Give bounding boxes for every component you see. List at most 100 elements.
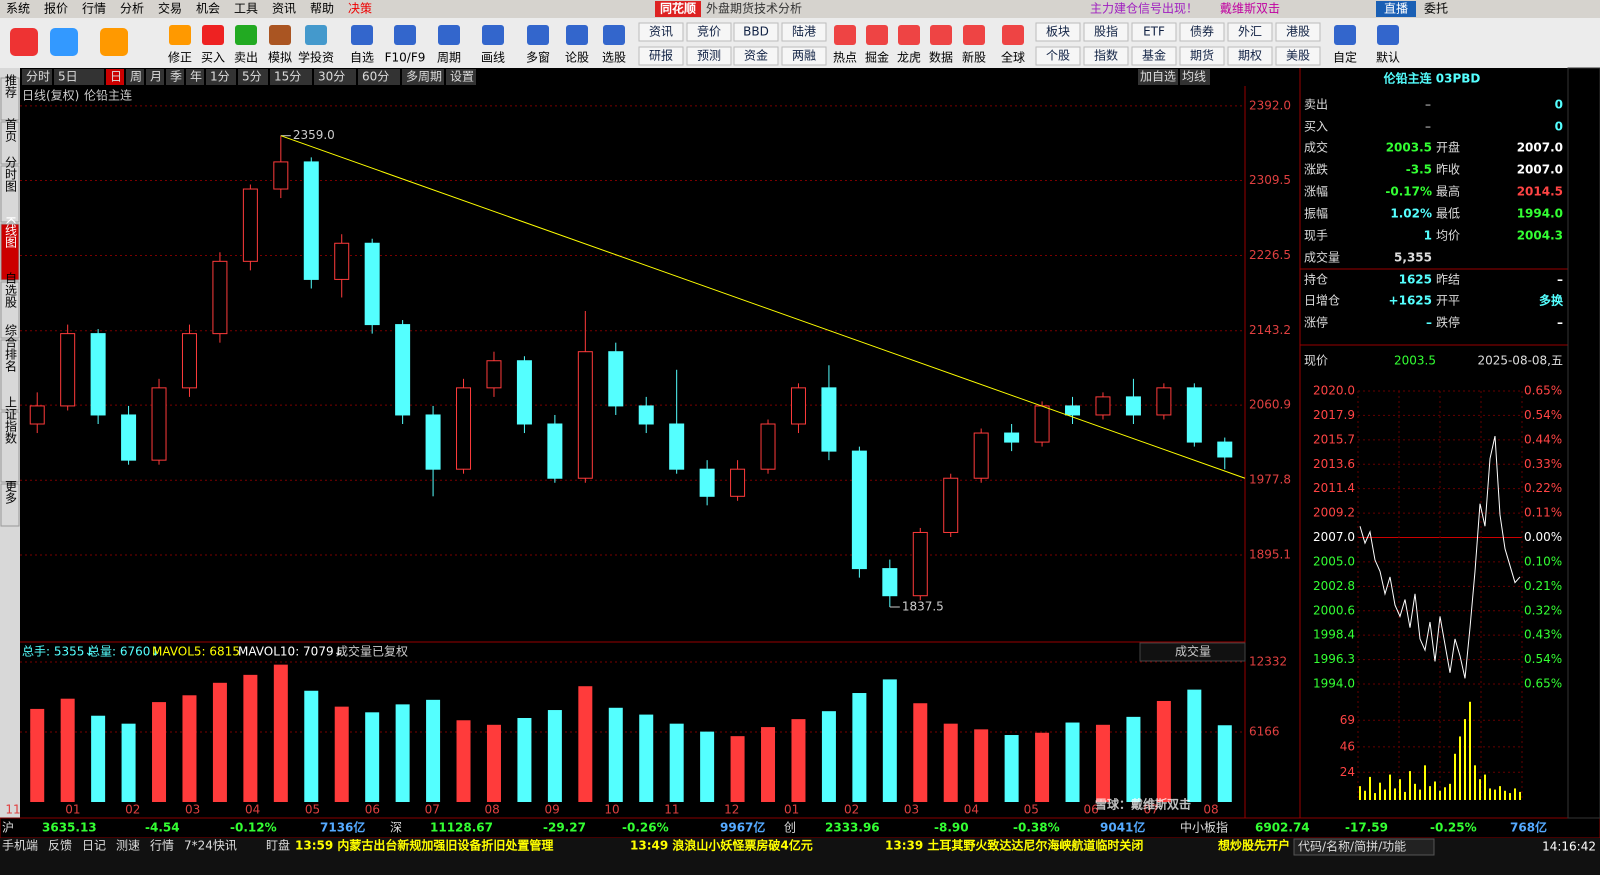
menu-item[interactable]: 机会	[196, 2, 220, 16]
volume-selector-bg[interactable]	[1139, 642, 1246, 662]
sidebar-tab[interactable]	[0, 77, 20, 121]
toolbar-button[interactable]: F10/F9	[385, 51, 426, 65]
sidebar-label[interactable]: 更多	[4, 480, 18, 505]
toolbar-button[interactable]: 股指	[1094, 24, 1118, 39]
period-tab-label[interactable]: 60分	[362, 70, 389, 84]
toolbar-button[interactable]: 全球	[1001, 50, 1025, 65]
toolbar-button[interactable]: 预测	[697, 49, 721, 63]
tab-right[interactable]	[1138, 69, 1178, 85]
period-tab[interactable]	[270, 69, 312, 85]
toolbar-button[interactable]: 修正	[168, 50, 192, 65]
news-item[interactable]: 13:49 浪浪山小妖怪票房破4亿元	[630, 838, 813, 853]
period-tab-label[interactable]: 15分	[274, 70, 301, 84]
toolbar-button[interactable]: 默认	[1376, 50, 1400, 65]
sidebar-label[interactable]: 分时图	[4, 156, 18, 192]
toolbar-button[interactable]: 自选	[350, 51, 374, 65]
menu-item[interactable]: 行情	[82, 2, 106, 16]
period-tab-label[interactable]: 周	[130, 70, 142, 84]
toolbar-button[interactable]: 基金	[1142, 48, 1166, 63]
toolbar-button[interactable]: 新股	[962, 50, 986, 65]
sidebar-tab[interactable]	[0, 281, 20, 339]
bottom-tab[interactable]: 日记	[82, 839, 106, 853]
menu-item[interactable]: 工具	[234, 2, 258, 16]
period-tab[interactable]	[358, 69, 400, 85]
toolbar-button[interactable]: 陆港	[792, 24, 816, 39]
toolbar-button[interactable]: 自定	[1333, 50, 1357, 65]
period-tab-label[interactable]: 年	[190, 70, 202, 84]
period-tab-label[interactable]: 多周期	[406, 70, 442, 84]
toolbar-button[interactable]: 画线	[481, 51, 505, 65]
menu-item[interactable]: 决策	[348, 2, 372, 16]
toolbar-button[interactable]: 掘金	[865, 50, 889, 65]
toolbar-button[interactable]: 竞价	[697, 25, 721, 39]
toolbar-button[interactable]: 美股	[1286, 49, 1310, 63]
toolbar-button[interactable]: 买入	[201, 51, 225, 65]
toolbar-button[interactable]: ETF	[1143, 25, 1165, 39]
toolbar-button[interactable]: 卖出	[234, 51, 258, 65]
menu-item[interactable]: 资讯	[272, 2, 296, 16]
menu-item[interactable]: 系统	[6, 2, 30, 16]
period-tab[interactable]	[166, 69, 184, 85]
period-tab-label[interactable]: 5分	[242, 70, 262, 84]
toolbar-button[interactable]: 数据	[929, 50, 953, 65]
toolbar-button[interactable]: 指数	[1094, 48, 1118, 63]
bottom-tab[interactable]: 盯盘	[266, 838, 290, 853]
toolbar-button[interactable]: 模拟	[268, 51, 292, 65]
period-tab[interactable]	[446, 69, 476, 85]
period-tab[interactable]	[186, 69, 204, 85]
period-tab-label[interactable]: 分时	[26, 70, 50, 84]
search-box[interactable]	[1293, 838, 1435, 856]
period-tab[interactable]	[146, 69, 164, 85]
top-button[interactable]: 委托	[1424, 2, 1448, 16]
period-tab[interactable]	[402, 69, 444, 85]
toolbar-button[interactable]: 港股	[1286, 25, 1310, 39]
news-item[interactable]: 13:39 土耳其野火致达达尼尔海峡航道临时关闭	[885, 838, 1143, 853]
bottom-tab[interactable]: 7*24快讯	[184, 839, 237, 853]
period-tab[interactable]	[106, 69, 124, 85]
alert[interactable]: 主力建仓信号出现！	[1090, 2, 1198, 16]
sidebar-label[interactable]: 自选股	[4, 272, 18, 309]
toolbar-button[interactable]: 选股	[602, 51, 626, 65]
toolbar-button[interactable]: 期货	[1190, 48, 1214, 63]
toolbar-button[interactable]: 周期	[437, 51, 461, 65]
period-tab-label[interactable]: 日	[110, 70, 122, 84]
toolbar-button[interactable]: 期权	[1238, 49, 1262, 63]
period-tab[interactable]	[126, 69, 144, 85]
sidebar-tab[interactable]	[0, 165, 20, 223]
search-placeholder[interactable]: 代码/名称/简拼/功能	[1298, 839, 1406, 854]
tab-right-label[interactable]: 加自选	[1140, 70, 1176, 84]
bottom-tab[interactable]: 测速	[116, 839, 140, 853]
period-tab[interactable]	[314, 69, 356, 85]
sidebar-tab[interactable]	[0, 223, 20, 281]
sidebar-label[interactable]: 推荐	[4, 74, 18, 99]
toolbar-button[interactable]: 债券	[1190, 24, 1214, 39]
period-tab[interactable]	[22, 69, 52, 85]
period-tab-label[interactable]: 30分	[318, 70, 345, 84]
tab-right[interactable]	[1180, 69, 1210, 85]
bottom-tab[interactable]: 反馈	[48, 839, 72, 853]
toolbar-button[interactable]: 外汇	[1238, 25, 1262, 39]
sidebar-tab[interactable]	[0, 483, 20, 527]
sidebar-label[interactable]: K线图	[4, 216, 18, 248]
menu-item[interactable]: 帮助	[310, 2, 334, 16]
tab-right-label[interactable]: 均线	[1182, 70, 1206, 84]
top-button[interactable]: 直播	[1384, 2, 1408, 16]
period-tab-label[interactable]: 月	[150, 70, 162, 84]
sidebar-label[interactable]: 上证指数	[4, 396, 18, 445]
toolbar-button[interactable]: 资讯	[649, 25, 673, 39]
period-tab[interactable]	[206, 69, 236, 85]
sidebar-tab[interactable]	[0, 339, 20, 411]
toolbar-button[interactable]: 个股	[1046, 49, 1070, 63]
menu-item[interactable]: 交易	[158, 1, 182, 16]
period-tab-label[interactable]: 5日	[58, 70, 78, 84]
menu-item[interactable]: 报价	[44, 1, 68, 16]
volume-selector[interactable]: 成交量	[1175, 644, 1211, 659]
toolbar-button[interactable]: 热点	[833, 51, 857, 65]
toolbar-button[interactable]: 资金	[744, 48, 768, 63]
sidebar-tab[interactable]	[0, 411, 20, 483]
bottom-tab[interactable]: 行情	[150, 839, 174, 853]
toolbar-button[interactable]: 学投资	[298, 50, 334, 65]
toolbar-button[interactable]: 龙虎	[897, 51, 921, 65]
alert[interactable]: 戴维斯双击	[1220, 1, 1280, 16]
period-tab[interactable]	[238, 69, 268, 85]
